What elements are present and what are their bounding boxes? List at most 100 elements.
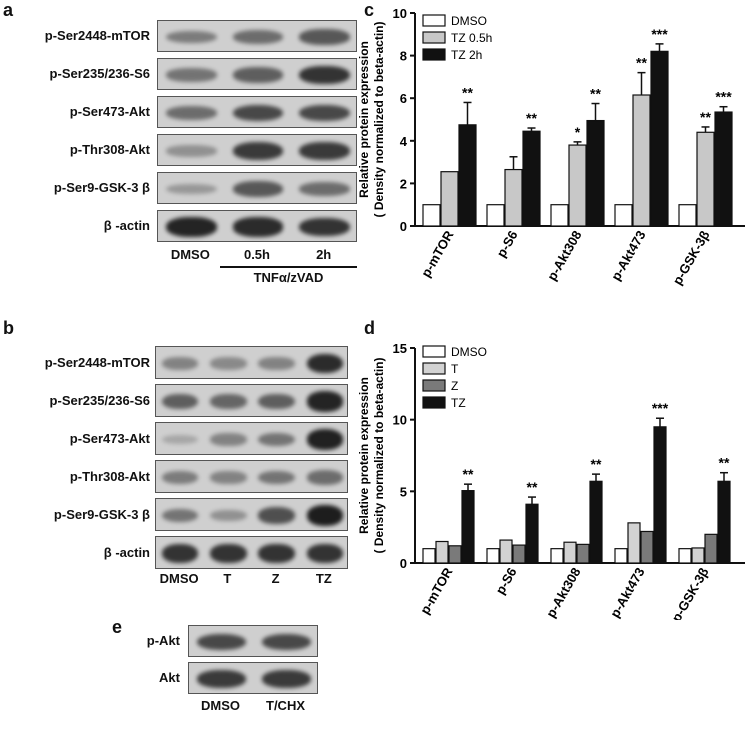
legend-label: DMSO xyxy=(451,14,487,28)
bar xyxy=(632,94,651,227)
legend-label: DMSO xyxy=(451,345,487,359)
legend-label: TZ 0.5h xyxy=(451,31,492,45)
legend-swatch xyxy=(422,48,446,61)
blot-row-label: p-Ser235/236-S6 xyxy=(49,392,150,408)
panel-d-letter: d xyxy=(364,318,375,338)
blot-band xyxy=(232,217,284,237)
bar xyxy=(627,522,641,564)
blot-strip xyxy=(188,625,318,657)
blot-strip xyxy=(155,536,348,569)
bar xyxy=(550,548,564,564)
legend-swatch xyxy=(422,362,446,375)
bar xyxy=(650,50,669,227)
blot-band xyxy=(210,433,247,446)
blot-band xyxy=(258,432,295,447)
bar-chart-d: Relative protein expression( Density nor… xyxy=(357,341,745,620)
legend-swatch xyxy=(422,396,446,409)
blot-band xyxy=(232,104,284,122)
bar xyxy=(458,124,477,227)
blot-band xyxy=(299,217,350,237)
treatment-group-label: TNFα/zVAD xyxy=(253,270,324,285)
legend-swatch xyxy=(422,345,446,358)
bar xyxy=(691,547,705,564)
y-tick-label: 8 xyxy=(400,49,407,64)
y-tick-label: 6 xyxy=(400,91,407,106)
lane-label: 2h xyxy=(316,247,332,262)
blot-row-label: p-Ser9-GSK-3 β xyxy=(53,506,150,522)
bar xyxy=(714,111,733,227)
blot-band xyxy=(166,183,217,195)
blot-band xyxy=(210,357,247,370)
blot-band xyxy=(210,471,247,484)
blot-strip xyxy=(157,96,357,128)
bar xyxy=(678,548,692,564)
blot-band xyxy=(258,393,295,410)
bar xyxy=(461,490,475,564)
blot-band xyxy=(299,65,350,85)
blot-row-label: β -actin xyxy=(103,544,150,560)
y-axis-label: Relative protein expression xyxy=(357,377,371,534)
panel-e-letter: e xyxy=(112,617,123,637)
blot-band xyxy=(166,217,217,237)
blot-row-label: p-Thr308-Akt xyxy=(69,142,150,157)
blot-row-label: p-Ser473-Akt xyxy=(69,430,150,446)
blot-band xyxy=(210,543,247,564)
bar xyxy=(696,131,715,227)
x-tick-label: p-GSK-3β xyxy=(669,565,712,620)
lane-label: TZ xyxy=(315,571,332,586)
blot-strip xyxy=(188,662,318,694)
lane-label: 0.5h xyxy=(243,247,270,262)
blot-band xyxy=(306,353,344,374)
blot-band xyxy=(261,670,312,688)
bar xyxy=(522,130,541,227)
blot-band xyxy=(166,30,217,44)
legend-label: Z xyxy=(451,379,458,393)
significance-label: ** xyxy=(590,86,601,102)
lane-label: DMSO xyxy=(159,571,199,586)
blot-band xyxy=(166,106,217,120)
significance-label: ** xyxy=(463,466,474,482)
y-axis-label: Relative protein expression xyxy=(357,41,371,198)
blot-band xyxy=(299,142,350,160)
significance-label: *** xyxy=(715,89,732,105)
x-tick-label: p-Akt473 xyxy=(607,565,647,620)
blot-band xyxy=(161,393,199,410)
blot-band xyxy=(299,182,350,196)
bar xyxy=(486,548,500,564)
bar xyxy=(550,204,569,227)
significance-label: *** xyxy=(652,400,669,416)
blot-band xyxy=(306,470,344,485)
blot-band xyxy=(210,393,247,409)
significance-label: *** xyxy=(651,26,668,42)
blot-band xyxy=(306,391,344,412)
blot-band xyxy=(306,429,344,450)
y-tick-label: 4 xyxy=(400,134,408,149)
legend-swatch xyxy=(422,379,446,392)
blot-band xyxy=(232,67,284,83)
blot-band xyxy=(161,434,199,445)
blot-strip xyxy=(157,20,357,52)
bar xyxy=(586,119,605,227)
bar xyxy=(717,480,731,564)
legend-label: TZ xyxy=(451,396,466,410)
bar xyxy=(576,543,590,564)
blot-strip xyxy=(157,134,357,166)
blot-band xyxy=(196,633,247,651)
bar xyxy=(678,204,697,227)
significance-label: ** xyxy=(719,455,730,471)
lane-label: T xyxy=(223,571,232,586)
y-tick-label: 10 xyxy=(393,413,407,428)
x-tick-label: p-GSK-3β xyxy=(670,228,713,287)
blot-row-label: p-Ser235/236-S6 xyxy=(49,66,150,81)
panel-c-letter: c xyxy=(364,0,375,20)
blot-band xyxy=(161,357,199,370)
blot-strip xyxy=(155,422,348,455)
blot-band xyxy=(232,142,284,160)
blot-band xyxy=(258,470,295,485)
blot-band xyxy=(299,104,350,122)
x-tick-label: p-Akt308 xyxy=(544,228,584,283)
blot-band xyxy=(166,68,217,82)
bar xyxy=(614,204,633,227)
blot-band xyxy=(299,29,350,45)
blot-strip xyxy=(155,498,348,531)
